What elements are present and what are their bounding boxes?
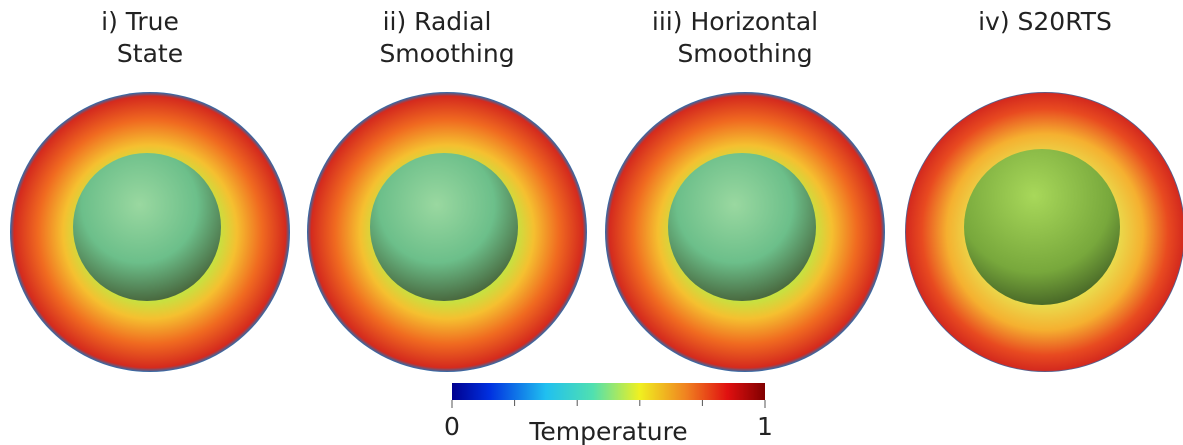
colorbar-label: Temperature: [528, 417, 687, 445]
panel-title: ii) Radial: [383, 7, 492, 36]
panel-title: Smoothing: [677, 39, 812, 68]
figure: i) True State ii) Radial Smoothing iii) Hori…: [0, 0, 1183, 445]
panel-title: iv) S20RTS: [978, 7, 1112, 36]
core-sphere: [73, 153, 221, 301]
core-sphere: [668, 153, 816, 301]
panel-title: Smoothing: [379, 39, 514, 68]
panel-title: iii) Horizontal: [652, 7, 818, 36]
panel-title: i) True: [101, 7, 179, 36]
panel-title: State: [117, 39, 183, 68]
colorbar-tick-label: 0: [444, 412, 460, 441]
colorbar-tick-label: 1: [757, 412, 773, 441]
core-sphere: [370, 153, 518, 301]
core-sphere: [964, 149, 1120, 305]
colorbar: [452, 383, 765, 400]
